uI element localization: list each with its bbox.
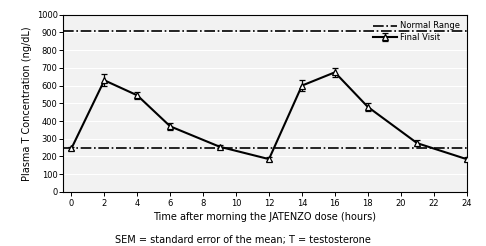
X-axis label: Time after morning the JATENZO dose (hours): Time after morning the JATENZO dose (hou… [154, 212, 376, 222]
Text: SEM = standard error of the mean; T = testosterone: SEM = standard error of the mean; T = te… [115, 235, 371, 245]
Y-axis label: Plasma T Concentration (ng/dL): Plasma T Concentration (ng/dL) [22, 26, 33, 181]
Normal Range [69, 29, 74, 32]
Legend: Normal Range, Final Visit: Normal Range, Final Visit [371, 19, 462, 45]
Normal Range [85, 29, 91, 32]
